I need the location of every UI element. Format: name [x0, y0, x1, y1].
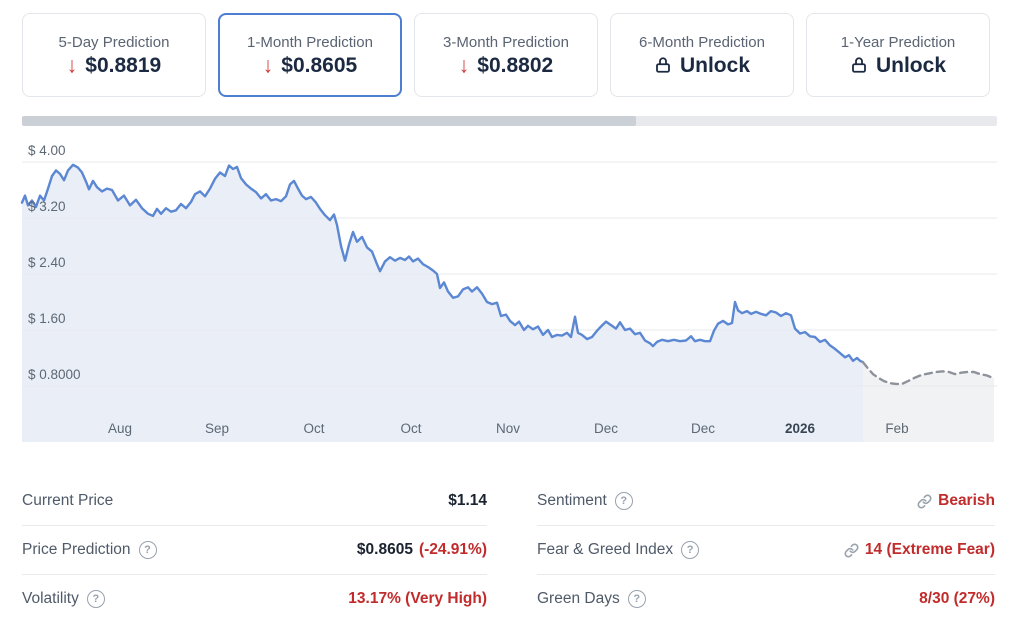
- stats-table: Current Price $1.14 Price Prediction ? $…: [22, 477, 995, 623]
- prediction-card-price: $0.8605: [281, 53, 358, 77]
- help-icon[interactable]: ?: [614, 492, 633, 510]
- y-axis-label: $ 4.00: [28, 143, 66, 158]
- stat-label-text: Volatility: [22, 590, 79, 607]
- x-axis-label: Oct: [303, 421, 324, 436]
- stats-column-left: Current Price $1.14 Price Prediction ? $…: [22, 477, 487, 623]
- lock-icon: [654, 56, 672, 74]
- x-axis-label: Nov: [496, 421, 520, 436]
- historical-area: [22, 164, 863, 443]
- chart-scrollbar[interactable]: [22, 116, 997, 126]
- stat-row: Current Price $1.14: [22, 477, 487, 526]
- prediction-card-label: 6-Month Prediction: [639, 33, 765, 51]
- prediction-card-price: Unlock: [679, 53, 750, 77]
- stat-row: Fear & Greed Index ? 14 (Extreme Fear): [537, 526, 995, 575]
- y-axis-label: $ 1.60: [28, 311, 66, 326]
- prediction-card[interactable]: 1-Month Prediction ↓ $0.8605: [218, 13, 402, 97]
- stat-value: 14 (Extreme Fear): [844, 541, 995, 559]
- stat-value: 8/30 (27%): [919, 590, 995, 608]
- stat-label: Current Price: [22, 492, 113, 510]
- prediction-card-label: 5-Day Prediction: [58, 33, 170, 51]
- prediction-cards: 5-Day Prediction ↓ $0.8819 1-Month Predi…: [22, 13, 990, 97]
- stat-value-text[interactable]: Bearish: [938, 492, 995, 509]
- prediction-card-price: Unlock: [875, 53, 946, 77]
- help-icon[interactable]: ?: [86, 590, 105, 608]
- link-icon[interactable]: [917, 494, 932, 509]
- stat-label-text: Sentiment: [537, 492, 607, 509]
- prediction-card-value: ↓ $0.8819: [66, 52, 162, 78]
- prediction-card[interactable]: 5-Day Prediction ↓ $0.8819: [22, 13, 206, 97]
- stat-value-text: 8/30 (27%): [919, 590, 995, 607]
- prediction-card-label: 3-Month Prediction: [443, 33, 569, 51]
- stat-value-text: 13.17% (Very High): [348, 590, 487, 607]
- y-axis-label: $ 2.40: [28, 255, 66, 270]
- stat-row: Green Days ? 8/30 (27%): [537, 575, 995, 623]
- prediction-card[interactable]: 1-Year Prediction ↓ Unlock: [806, 13, 990, 97]
- x-axis-label: Feb: [885, 421, 908, 436]
- help-icon[interactable]: ?: [681, 541, 700, 559]
- y-axis-label: $ 0.8000: [28, 367, 81, 382]
- stat-label-text: Price Prediction: [22, 541, 131, 558]
- chart-scrollbar-thumb[interactable]: [22, 116, 637, 126]
- stat-label: Volatility ?: [22, 590, 105, 608]
- prediction-card[interactable]: 6-Month Prediction ↓ Unlock: [610, 13, 794, 97]
- prediction-card-price: $0.8802: [477, 53, 554, 77]
- prediction-card[interactable]: 3-Month Prediction ↓ $0.8802: [414, 13, 598, 97]
- stat-label-text: Green Days: [537, 590, 620, 607]
- stat-label-text: Current Price: [22, 492, 114, 509]
- prediction-card-value: ↓ $0.8605: [262, 52, 358, 78]
- prediction-card-price: $0.8819: [85, 53, 162, 77]
- x-axis-label: Aug: [108, 421, 132, 436]
- forecast-line: [861, 361, 996, 386]
- stat-row: Sentiment ? Bearish: [537, 477, 995, 526]
- forecast-area: [863, 362, 994, 442]
- help-icon[interactable]: ?: [627, 590, 646, 608]
- historical-line: [20, 163, 865, 364]
- y-axis-label: $ 3.20: [28, 199, 66, 214]
- x-axis-label: Dec: [594, 421, 618, 436]
- prediction-card-label: 1-Month Prediction: [247, 33, 373, 51]
- x-axis-label: Oct: [400, 421, 421, 436]
- down-arrow-icon: ↓: [262, 52, 274, 78]
- down-arrow-icon: ↓: [458, 52, 470, 78]
- price-chart[interactable]: $ 4.00 $ 3.20 $ 2.40 $ 1.60 $ 0.8000 Aug Sep Oc…: [0, 0, 1024, 460]
- stat-value-text: $1.14: [448, 492, 487, 509]
- stat-value-text: (-24.91%): [418, 541, 487, 558]
- prediction-card-value: ↓ $0.8802: [458, 52, 554, 78]
- stat-label-text: Fear & Greed Index: [537, 541, 674, 558]
- down-arrow-icon: ↓: [66, 52, 78, 78]
- help-icon[interactable]: ?: [138, 541, 157, 559]
- prediction-card-value: ↓ Unlock: [654, 55, 750, 76]
- stat-label: Price Prediction ?: [22, 541, 157, 559]
- stat-value: Bearish: [917, 492, 995, 510]
- x-axis-label: 2026: [785, 421, 816, 436]
- stat-label: Fear & Greed Index ?: [537, 541, 700, 559]
- prediction-card-label: 1-Year Prediction: [840, 33, 956, 51]
- stat-value: $1.14: [448, 492, 487, 510]
- stat-row: Price Prediction ? $0.8605 (-24.91%): [22, 526, 487, 575]
- stat-value-text: $0.8605: [356, 541, 413, 558]
- stat-value-text[interactable]: 14 (Extreme Fear): [864, 541, 995, 558]
- link-icon[interactable]: [844, 543, 859, 558]
- prediction-card-value: ↓ Unlock: [850, 55, 946, 76]
- stat-value: $0.8605 (-24.91%): [357, 541, 487, 559]
- x-axis-label: Sep: [205, 421, 229, 436]
- stat-label: Green Days ?: [537, 590, 646, 608]
- stats-column-right: Sentiment ? Bearish Fear & Greed Index ?: [537, 477, 995, 623]
- x-axis-label: Dec: [691, 421, 715, 436]
- lock-icon: [850, 56, 868, 74]
- stat-value: 13.17% (Very High): [348, 590, 487, 608]
- stat-label: Sentiment ?: [537, 492, 633, 510]
- stat-row: Volatility ? 13.17% (Very High): [22, 575, 487, 623]
